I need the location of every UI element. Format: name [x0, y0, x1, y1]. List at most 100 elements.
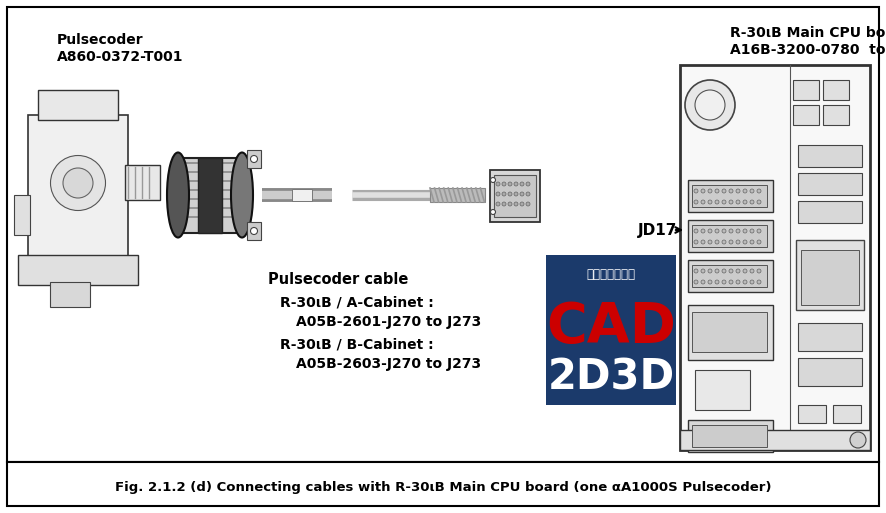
- Bar: [688, 305, 773, 360]
- Bar: [823, 105, 849, 125]
- Text: Pulsecoder cable: Pulsecoder cable: [268, 272, 408, 287]
- Ellipse shape: [701, 200, 705, 204]
- Ellipse shape: [508, 182, 512, 186]
- Text: A860-0372-T001: A860-0372-T001: [57, 50, 183, 64]
- Ellipse shape: [251, 155, 258, 163]
- Ellipse shape: [715, 189, 719, 193]
- Bar: [247, 222, 261, 240]
- Text: R-30ιB Main CPU board: R-30ιB Main CPU board: [730, 26, 886, 40]
- Bar: [680, 430, 870, 450]
- Ellipse shape: [850, 432, 866, 448]
- Text: R-30ιB / B-Cabinet :: R-30ιB / B-Cabinet :: [280, 337, 433, 351]
- Bar: [798, 358, 862, 386]
- Ellipse shape: [750, 280, 754, 284]
- Bar: [7, 7, 879, 462]
- Bar: [688, 180, 773, 212]
- Ellipse shape: [701, 269, 705, 273]
- Ellipse shape: [496, 202, 500, 206]
- Ellipse shape: [708, 200, 712, 204]
- Ellipse shape: [743, 269, 747, 273]
- Ellipse shape: [251, 227, 258, 234]
- Ellipse shape: [708, 280, 712, 284]
- Ellipse shape: [729, 280, 733, 284]
- Ellipse shape: [708, 229, 712, 233]
- Bar: [125, 165, 160, 200]
- Ellipse shape: [685, 80, 735, 130]
- Text: R-30ιB / A-Cabinet :: R-30ιB / A-Cabinet :: [280, 295, 434, 309]
- Ellipse shape: [694, 189, 698, 193]
- Ellipse shape: [715, 280, 719, 284]
- Text: A05B-2603-J270 to J273: A05B-2603-J270 to J273: [296, 357, 481, 371]
- Text: Pulsecoder: Pulsecoder: [57, 33, 144, 47]
- Ellipse shape: [526, 202, 530, 206]
- Ellipse shape: [708, 240, 712, 244]
- Bar: [14, 195, 30, 235]
- Ellipse shape: [502, 202, 506, 206]
- Text: JD17: JD17: [638, 223, 678, 238]
- Text: CAD: CAD: [546, 300, 676, 354]
- Bar: [833, 405, 861, 423]
- Bar: [178, 158, 243, 233]
- Ellipse shape: [491, 209, 495, 214]
- Ellipse shape: [722, 240, 726, 244]
- Ellipse shape: [708, 189, 712, 193]
- Ellipse shape: [520, 202, 524, 206]
- Bar: [793, 105, 819, 125]
- Ellipse shape: [750, 229, 754, 233]
- Ellipse shape: [722, 229, 726, 233]
- Bar: [198, 158, 222, 233]
- Ellipse shape: [520, 192, 524, 196]
- Ellipse shape: [736, 229, 740, 233]
- Bar: [692, 185, 767, 207]
- Bar: [692, 425, 767, 447]
- Ellipse shape: [63, 168, 93, 198]
- Ellipse shape: [736, 269, 740, 273]
- Ellipse shape: [715, 200, 719, 204]
- Bar: [494, 175, 536, 217]
- Ellipse shape: [694, 229, 698, 233]
- Ellipse shape: [757, 240, 761, 244]
- Bar: [38, 90, 118, 120]
- Bar: [798, 323, 862, 351]
- Bar: [7, 462, 879, 506]
- Bar: [798, 173, 862, 195]
- Ellipse shape: [701, 280, 705, 284]
- Ellipse shape: [701, 189, 705, 193]
- Ellipse shape: [729, 269, 733, 273]
- Ellipse shape: [508, 192, 512, 196]
- Bar: [798, 201, 862, 223]
- Ellipse shape: [701, 229, 705, 233]
- Ellipse shape: [715, 240, 719, 244]
- Bar: [688, 260, 773, 292]
- Ellipse shape: [514, 192, 518, 196]
- Bar: [798, 145, 862, 167]
- Ellipse shape: [526, 182, 530, 186]
- Bar: [546, 255, 676, 405]
- Bar: [247, 150, 261, 168]
- Ellipse shape: [743, 229, 747, 233]
- Bar: [796, 240, 864, 310]
- Ellipse shape: [695, 90, 725, 120]
- Bar: [680, 65, 870, 450]
- Ellipse shape: [715, 269, 719, 273]
- Ellipse shape: [694, 269, 698, 273]
- Ellipse shape: [743, 200, 747, 204]
- Ellipse shape: [708, 269, 712, 273]
- Ellipse shape: [694, 240, 698, 244]
- Bar: [688, 420, 773, 452]
- Ellipse shape: [722, 200, 726, 204]
- Bar: [692, 312, 767, 352]
- Ellipse shape: [167, 152, 189, 238]
- Ellipse shape: [729, 240, 733, 244]
- Ellipse shape: [736, 189, 740, 193]
- Ellipse shape: [496, 182, 500, 186]
- Ellipse shape: [757, 200, 761, 204]
- Ellipse shape: [743, 280, 747, 284]
- Bar: [18, 255, 138, 285]
- Bar: [801, 250, 859, 305]
- Bar: [490, 170, 540, 222]
- Ellipse shape: [514, 182, 518, 186]
- Ellipse shape: [715, 229, 719, 233]
- Ellipse shape: [231, 152, 253, 238]
- Ellipse shape: [508, 202, 512, 206]
